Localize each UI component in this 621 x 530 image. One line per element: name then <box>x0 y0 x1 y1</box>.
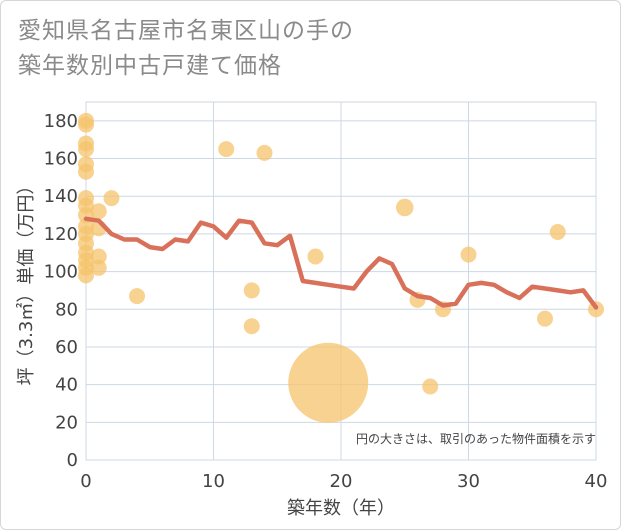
data-point <box>460 246 477 263</box>
y-tick-label: 140 <box>44 186 78 207</box>
data-point <box>243 282 260 299</box>
y-axis-label: 坪（3.3㎡）単価（万円） <box>15 177 37 386</box>
trend-line <box>83 216 599 310</box>
data-point <box>90 259 107 276</box>
data-point <box>218 141 235 158</box>
size-note: 円の大きさは、取引のあった物件面積を示す <box>356 431 596 446</box>
data-point <box>129 288 145 305</box>
data-point <box>256 144 273 161</box>
chart-title: 愛知県名古屋市名東区山の手の 築年数別中古戸建て価格 <box>18 14 354 84</box>
data-point <box>78 267 94 284</box>
data-point <box>78 141 94 158</box>
chart-title-line-1: 愛知県名古屋市名東区山の手の <box>18 18 354 44</box>
x-axis-ticks: 0 10 20 30 40 <box>80 471 607 492</box>
chart-title-line-2: 築年数別中古戸建て価格 <box>18 53 282 79</box>
data-point <box>103 190 120 207</box>
x-tick-label: 10 <box>202 471 225 492</box>
data-points <box>78 112 604 423</box>
y-axis-ticks: 0 20 40 60 80 100 120 140 160 180 <box>44 111 78 471</box>
y-tick-label: 160 <box>44 149 78 170</box>
y-tick-label: 120 <box>44 224 78 245</box>
x-tick-label: 20 <box>330 471 353 492</box>
data-point <box>90 248 107 265</box>
x-axis-label: 築年数（年） <box>287 498 395 519</box>
x-tick-label: 40 <box>585 471 608 492</box>
data-point <box>549 224 566 241</box>
data-point <box>537 310 553 327</box>
y-tick-label: 60 <box>55 337 78 358</box>
y-tick-label: 20 <box>55 412 78 433</box>
data-point <box>288 342 369 423</box>
data-point <box>243 318 260 335</box>
trend-line-path <box>83 216 599 310</box>
data-point <box>90 203 107 220</box>
x-tick-label: 0 <box>80 471 91 492</box>
y-tick-label: 100 <box>44 262 78 283</box>
data-point <box>422 378 439 395</box>
data-point <box>395 198 414 217</box>
data-point <box>78 116 94 133</box>
y-tick-label: 40 <box>55 375 78 396</box>
data-point <box>307 248 324 265</box>
x-tick-label: 30 <box>457 471 480 492</box>
y-tick-label: 180 <box>44 111 78 132</box>
y-tick-label: 80 <box>55 299 78 320</box>
y-tick-label: 0 <box>67 450 78 471</box>
data-point <box>78 163 94 180</box>
